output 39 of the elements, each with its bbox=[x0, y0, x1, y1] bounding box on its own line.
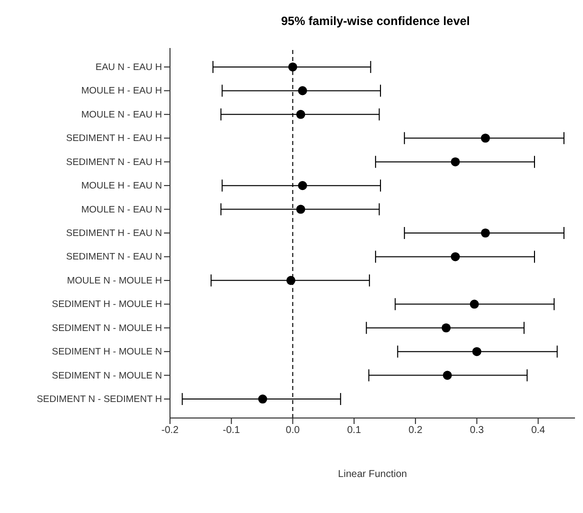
x-tick-label: 0.3 bbox=[470, 425, 484, 436]
y-tick-label: SEDIMENT N - EAU N bbox=[66, 252, 162, 263]
point bbox=[442, 370, 452, 380]
point bbox=[298, 86, 308, 96]
y-tick-label: SEDIMENT N - SEDIMENT H bbox=[36, 394, 162, 406]
y-tick-label: SEDIMENT N - MOULE H bbox=[52, 322, 162, 334]
y-tick-label: MOULE H - EAU N bbox=[81, 180, 162, 192]
x-tick-label: 0.1 bbox=[347, 425, 362, 436]
x-tick-label: 0.2 bbox=[408, 425, 423, 436]
x-tick-label: -0.1 bbox=[222, 425, 240, 436]
point bbox=[288, 62, 298, 72]
y-tick-label: MOULE N - MOULE H bbox=[66, 275, 162, 286]
x-axis-title: Linear Function bbox=[338, 469, 407, 480]
y-tick-label: SEDIMENT H - MOULE H bbox=[52, 299, 162, 310]
point bbox=[298, 181, 308, 190]
point bbox=[286, 276, 296, 285]
point bbox=[450, 157, 460, 166]
y-tick-label: SEDIMENT N - EAU H bbox=[66, 156, 162, 168]
point bbox=[470, 300, 479, 309]
point bbox=[450, 252, 460, 262]
chart-title: 95% family-wise confidence level bbox=[280, 14, 471, 28]
y-tick-label: MOULE N - EAU H bbox=[81, 109, 162, 120]
x-tick-label: -0.2 bbox=[161, 425, 180, 436]
y-tick-label: EAU N - EAU H bbox=[95, 62, 162, 73]
point bbox=[296, 110, 306, 119]
y-tick-label: SEDIMENT H - EAU N bbox=[66, 228, 162, 239]
point bbox=[472, 347, 482, 356]
y-tick-label: MOULE H - EAU H bbox=[81, 86, 162, 97]
point bbox=[480, 228, 490, 238]
point bbox=[296, 204, 306, 214]
point bbox=[480, 134, 490, 143]
y-tick-label: MOULE N - EAU N bbox=[81, 204, 162, 216]
point bbox=[442, 323, 451, 332]
y-tick-label: SEDIMENT H - EAU H bbox=[66, 133, 162, 144]
x-tick-label: 0.4 bbox=[531, 425, 546, 436]
y-tick-label: SEDIMENT N - MOULE N bbox=[52, 370, 162, 382]
y-tick-label: SEDIMENT H - MOULE N bbox=[52, 346, 162, 358]
point bbox=[258, 394, 268, 404]
x-tick-label: 0.0 bbox=[286, 425, 300, 436]
